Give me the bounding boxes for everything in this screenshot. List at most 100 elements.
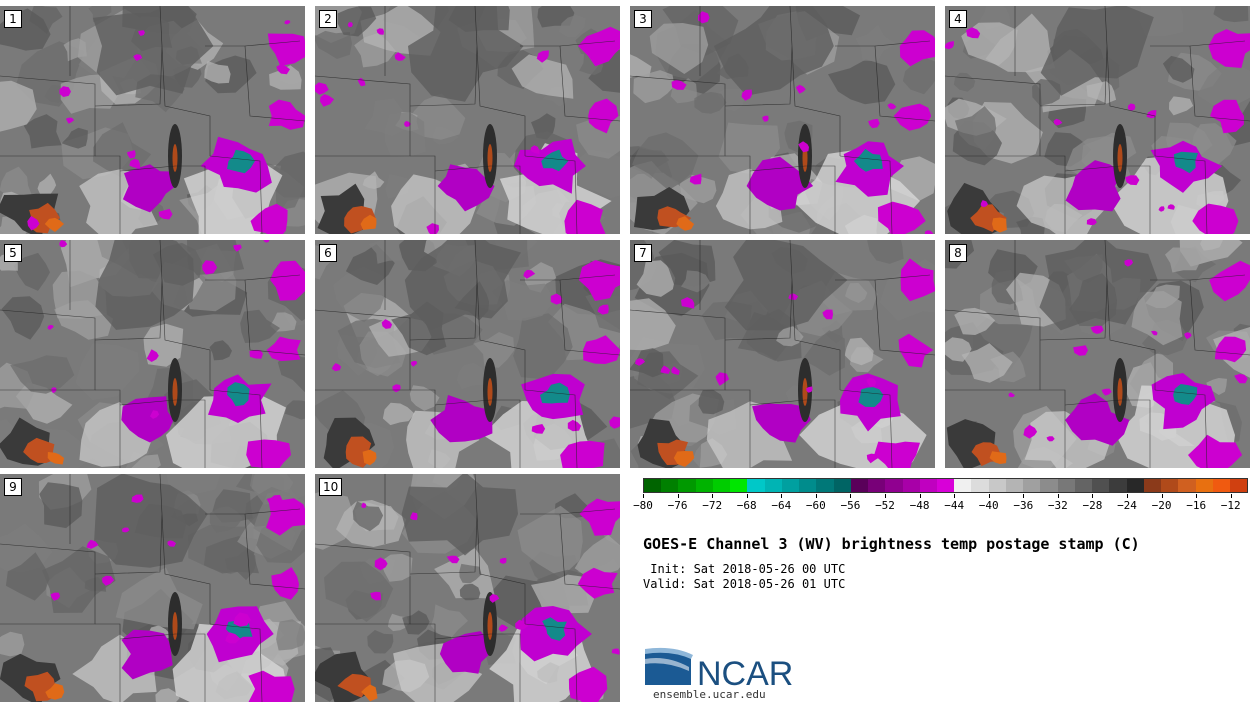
colorbar-cell bbox=[1178, 479, 1196, 492]
colorbar-cell bbox=[1195, 479, 1213, 492]
colorbar-tick-label: −36 bbox=[1013, 499, 1034, 512]
map-panel: 8 bbox=[945, 240, 1250, 468]
colorbar-tick-label: −64 bbox=[771, 499, 792, 512]
colorbar-tick bbox=[643, 494, 644, 498]
colorbar-cell bbox=[833, 479, 851, 492]
panel-number: 7 bbox=[634, 244, 652, 262]
logo-url: ensemble.ucar.edu bbox=[653, 688, 766, 701]
wv-map bbox=[945, 6, 1250, 234]
colorbar-tick-label: −28 bbox=[1082, 499, 1103, 512]
map-panel: 5 bbox=[0, 240, 305, 468]
valid-time: Valid: Sat 2018-05-26 01 UTC bbox=[643, 577, 846, 591]
colorbar-cell bbox=[1023, 479, 1041, 492]
map-panel: 7 bbox=[630, 240, 935, 468]
colorbar-tick bbox=[954, 494, 956, 498]
colorbar-tick bbox=[885, 494, 886, 498]
colorbar-cell bbox=[988, 479, 1006, 492]
colorbar-tick bbox=[1092, 494, 1094, 498]
colorbar-cell bbox=[1229, 479, 1248, 492]
colorbar-tick-label: −68 bbox=[736, 499, 757, 512]
colorbar-cell bbox=[678, 479, 696, 492]
wv-map bbox=[0, 474, 305, 702]
panel-number: 10 bbox=[319, 478, 343, 496]
colorbar-cell bbox=[1109, 479, 1127, 492]
wv-map bbox=[630, 6, 935, 234]
colorbar-tick bbox=[712, 494, 714, 498]
colorbar-tick-label: −24 bbox=[1117, 499, 1137, 512]
map-panel: 3 bbox=[630, 6, 935, 234]
colorbar-cell bbox=[1092, 479, 1110, 492]
colorbar-tick-label: −76 bbox=[667, 499, 688, 512]
figure-title: GOES-E Channel 3 (WV) brightness temp po… bbox=[643, 535, 1140, 553]
colorbar-tick-label: −72 bbox=[702, 499, 723, 512]
colorbar-tick bbox=[919, 494, 921, 498]
colorbar-tick bbox=[1196, 494, 1198, 498]
wv-map bbox=[315, 6, 620, 234]
colorbar-cell bbox=[1005, 479, 1024, 492]
colorbar-tick bbox=[1057, 494, 1059, 498]
wv-map bbox=[945, 240, 1250, 468]
panel-number: 6 bbox=[319, 244, 337, 262]
wv-map bbox=[0, 240, 305, 468]
colorbar-tick bbox=[1161, 494, 1163, 498]
colorbar-cell bbox=[1212, 479, 1230, 492]
colorbar-cell bbox=[850, 479, 869, 492]
colorbar-tick-label: −44 bbox=[944, 499, 965, 512]
colorbar-tick-label: −16 bbox=[1186, 499, 1207, 512]
colorbar bbox=[643, 478, 1248, 493]
colorbar-cell bbox=[919, 479, 937, 492]
colorbar-tick-label: −52 bbox=[875, 499, 895, 512]
map-panel: 4 bbox=[945, 6, 1250, 234]
colorbar-cell bbox=[712, 479, 731, 492]
colorbar-tick bbox=[1127, 494, 1128, 498]
colorbar-ticks: −80 −76 −72 −68 −64 −60 −56 −52 −48 −44 −40 −36 −32 −… bbox=[633, 494, 1248, 516]
colorbar-cell bbox=[764, 479, 782, 492]
panel-number: 2 bbox=[319, 10, 337, 28]
colorbar-cell bbox=[1057, 479, 1075, 492]
colorbar-cell bbox=[954, 479, 972, 492]
colorbar-cell bbox=[885, 479, 903, 492]
colorbar-cell bbox=[799, 479, 817, 492]
colorbar-tick bbox=[1230, 494, 1232, 498]
panel-number: 1 bbox=[4, 10, 22, 28]
colorbar-cell bbox=[902, 479, 920, 492]
colorbar-tick bbox=[1023, 494, 1025, 498]
colorbar-cell bbox=[730, 479, 748, 492]
map-panel: 2 bbox=[315, 6, 620, 234]
colorbar-cell bbox=[868, 479, 886, 492]
map-panel: 9 bbox=[0, 474, 305, 702]
wv-map bbox=[0, 6, 305, 234]
colorbar-tick bbox=[677, 494, 679, 498]
colorbar-tick-label: −56 bbox=[840, 499, 861, 512]
wv-map bbox=[315, 474, 620, 702]
wv-map bbox=[630, 240, 935, 468]
panel-number: 3 bbox=[634, 10, 652, 28]
panel-number: 5 bbox=[4, 244, 22, 262]
colorbar-tick-label: −80 bbox=[633, 499, 653, 512]
colorbar-tick bbox=[815, 494, 817, 498]
ncar-logo: NCAR bbox=[643, 645, 793, 693]
colorbar-tick-label: −48 bbox=[909, 499, 930, 512]
colorbar-cell bbox=[1126, 479, 1144, 492]
colorbar-cell bbox=[971, 479, 989, 492]
colorbar-cell bbox=[781, 479, 800, 492]
colorbar-tick-label: −20 bbox=[1151, 499, 1172, 512]
colorbar-tick-label: −40 bbox=[978, 499, 999, 512]
colorbar-cell bbox=[1040, 479, 1058, 492]
colorbar-cell bbox=[747, 479, 765, 492]
panel-number: 9 bbox=[4, 478, 22, 496]
colorbar-tick-label: −32 bbox=[1047, 499, 1068, 512]
colorbar-tick bbox=[746, 494, 748, 498]
map-panel: 10 bbox=[315, 474, 620, 702]
map-panel: 1 bbox=[0, 6, 305, 234]
colorbar-cell bbox=[661, 479, 679, 492]
init-time: Init: Sat 2018-05-26 00 UTC bbox=[643, 562, 846, 576]
colorbar-tick bbox=[988, 494, 990, 498]
colorbar-tick bbox=[781, 494, 783, 498]
colorbar-tick-label: −60 bbox=[805, 499, 826, 512]
colorbar-cell bbox=[695, 479, 713, 492]
colorbar-cell bbox=[816, 479, 834, 492]
panel-number: 8 bbox=[949, 244, 967, 262]
wv-map bbox=[315, 240, 620, 468]
colorbar-cell bbox=[644, 479, 662, 492]
